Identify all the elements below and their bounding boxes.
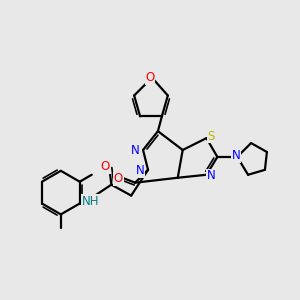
Text: N: N <box>131 143 140 157</box>
Text: O: O <box>114 172 123 185</box>
Text: NH: NH <box>82 195 99 208</box>
Text: N: N <box>232 149 241 162</box>
Text: O: O <box>146 71 154 84</box>
Text: N: N <box>207 169 216 182</box>
Text: N: N <box>136 164 145 177</box>
Text: S: S <box>208 130 215 142</box>
Text: O: O <box>101 160 110 173</box>
